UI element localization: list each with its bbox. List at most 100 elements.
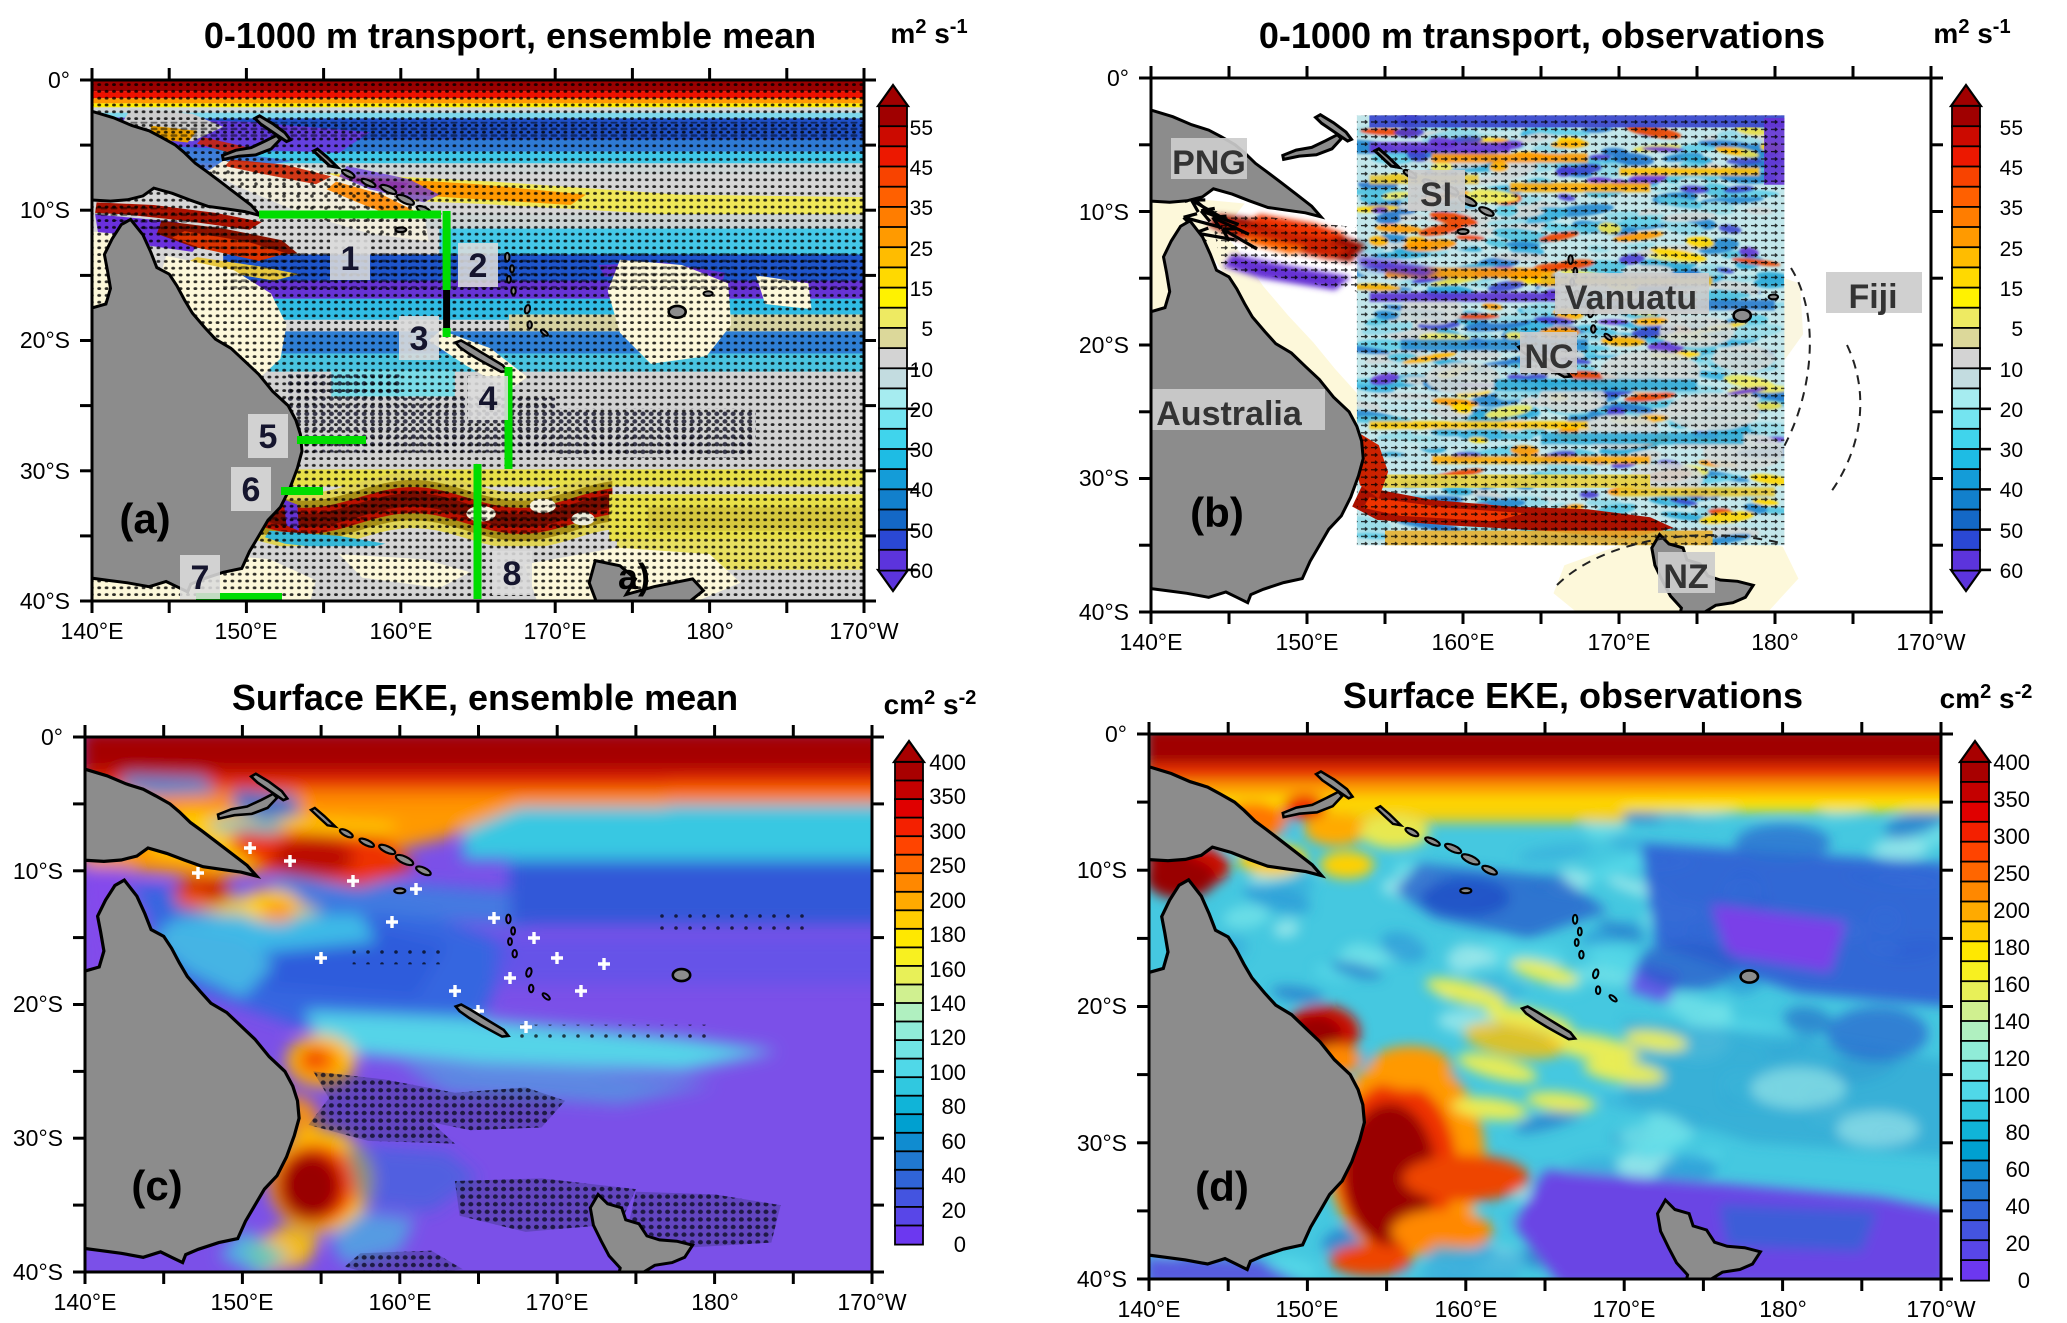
svg-text:350: 350: [929, 784, 966, 809]
svg-text:160°E: 160°E: [1432, 629, 1495, 655]
svg-text:55: 55: [2000, 117, 2023, 140]
svg-text:80: 80: [942, 1094, 966, 1119]
svg-text:10: 10: [2000, 359, 2023, 382]
svg-text:170°W: 170°W: [1896, 629, 1966, 655]
svg-text:cm2 s-2: cm2 s-2: [1940, 681, 2033, 714]
svg-text:60: 60: [2000, 560, 2023, 583]
svg-text:25: 25: [2000, 238, 2023, 261]
svg-text:50: 50: [2000, 520, 2023, 543]
svg-text:20°S: 20°S: [13, 991, 63, 1017]
svg-text:2: 2: [469, 247, 488, 285]
svg-text:140°E: 140°E: [61, 618, 124, 644]
svg-text:160: 160: [1993, 972, 2030, 997]
svg-text:25: 25: [910, 238, 933, 261]
svg-text:(b): (b): [1190, 489, 1244, 536]
svg-text:10°S: 10°S: [13, 858, 63, 884]
svg-text:Fiji: Fiji: [1848, 278, 1897, 316]
svg-text:45: 45: [2000, 157, 2023, 180]
svg-text:30°S: 30°S: [1079, 465, 1129, 491]
svg-text:40°S: 40°S: [1077, 1266, 1127, 1292]
svg-text:180°: 180°: [691, 1289, 739, 1315]
svg-text:400: 400: [929, 750, 966, 775]
svg-text:20: 20: [2006, 1231, 2030, 1256]
svg-text:(a): (a): [119, 495, 170, 542]
svg-text:PNG: PNG: [1172, 144, 1246, 182]
svg-text:20°S: 20°S: [20, 327, 70, 353]
svg-text:6: 6: [242, 471, 261, 509]
svg-text:200: 200: [929, 888, 966, 913]
svg-text:100: 100: [1993, 1083, 2030, 1108]
svg-text:160°E: 160°E: [1435, 1296, 1498, 1322]
svg-text:350: 350: [1993, 787, 2030, 812]
svg-text:40: 40: [2006, 1194, 2030, 1219]
svg-text:15: 15: [2000, 278, 2023, 301]
svg-text:150°E: 150°E: [1276, 1296, 1339, 1322]
svg-text:0°: 0°: [1105, 721, 1127, 747]
svg-text:5: 5: [921, 318, 933, 341]
svg-text:40°S: 40°S: [13, 1259, 63, 1285]
svg-text:35: 35: [2000, 197, 2023, 220]
svg-text:50: 50: [910, 520, 933, 543]
svg-text:140°E: 140°E: [54, 1289, 117, 1315]
svg-text:4: 4: [479, 380, 498, 418]
svg-text:160°E: 160°E: [369, 1289, 432, 1315]
svg-text:10°S: 10°S: [1077, 857, 1127, 883]
svg-text:150°E: 150°E: [211, 1289, 274, 1315]
svg-text:120: 120: [929, 1025, 966, 1050]
svg-text:140: 140: [929, 991, 966, 1016]
svg-text:8: 8: [503, 555, 522, 593]
svg-text:160: 160: [929, 957, 966, 982]
svg-text:3: 3: [410, 320, 429, 358]
svg-text:15: 15: [910, 278, 933, 301]
svg-text:35: 35: [910, 197, 933, 220]
svg-text:5: 5: [259, 418, 278, 456]
svg-text:0°: 0°: [1107, 65, 1129, 91]
svg-text:20: 20: [942, 1198, 966, 1223]
svg-text:170°E: 170°E: [1588, 629, 1651, 655]
svg-text:10: 10: [910, 359, 933, 382]
svg-text:180°: 180°: [1759, 1296, 1807, 1322]
svg-text:30°S: 30°S: [20, 458, 70, 484]
svg-text:170°W: 170°W: [837, 1289, 907, 1315]
svg-text:45: 45: [910, 157, 933, 180]
svg-text:40: 40: [2000, 479, 2023, 502]
svg-text:170°W: 170°W: [1906, 1296, 1976, 1322]
svg-text:Surface EKE, ensemble mean: Surface EKE, ensemble mean: [232, 677, 738, 718]
svg-text:200: 200: [1993, 898, 2030, 923]
svg-text:SI: SI: [1420, 176, 1452, 214]
svg-text:180: 180: [1993, 935, 2030, 960]
svg-text:40°S: 40°S: [20, 588, 70, 614]
svg-text:NC: NC: [1524, 338, 1573, 376]
svg-text:40°S: 40°S: [1079, 599, 1129, 625]
svg-text:60: 60: [2006, 1157, 2030, 1182]
svg-text:(d): (d): [1195, 1163, 1249, 1210]
svg-text:a): a): [618, 556, 650, 597]
svg-text:20: 20: [2000, 399, 2023, 422]
svg-text:20°S: 20°S: [1079, 332, 1129, 358]
svg-text:170°E: 170°E: [524, 618, 587, 644]
svg-text:10°S: 10°S: [20, 197, 70, 223]
svg-text:140°E: 140°E: [1120, 629, 1183, 655]
svg-text:20: 20: [910, 399, 933, 422]
svg-text:180°: 180°: [1751, 629, 1799, 655]
svg-text:55: 55: [910, 117, 933, 140]
svg-text:40: 40: [942, 1163, 966, 1188]
svg-text:60: 60: [910, 560, 933, 583]
svg-text:Surface EKE, observations: Surface EKE, observations: [1343, 675, 1803, 716]
svg-text:0: 0: [2018, 1268, 2030, 1293]
svg-text:140: 140: [1993, 1009, 2030, 1034]
svg-text:(c): (c): [131, 1162, 182, 1209]
svg-text:100: 100: [929, 1060, 966, 1085]
svg-text:10°S: 10°S: [1079, 199, 1129, 225]
svg-text:5: 5: [2011, 318, 2023, 341]
svg-text:0: 0: [954, 1232, 966, 1257]
svg-text:0°: 0°: [48, 67, 70, 93]
svg-text:180: 180: [929, 922, 966, 947]
svg-text:20°S: 20°S: [1077, 993, 1127, 1019]
svg-text:140°E: 140°E: [1118, 1296, 1181, 1322]
svg-text:160°E: 160°E: [370, 618, 433, 644]
svg-text:170°E: 170°E: [526, 1289, 589, 1315]
svg-text:60: 60: [942, 1129, 966, 1154]
svg-text:300: 300: [929, 819, 966, 844]
svg-text:400: 400: [1993, 750, 2030, 775]
